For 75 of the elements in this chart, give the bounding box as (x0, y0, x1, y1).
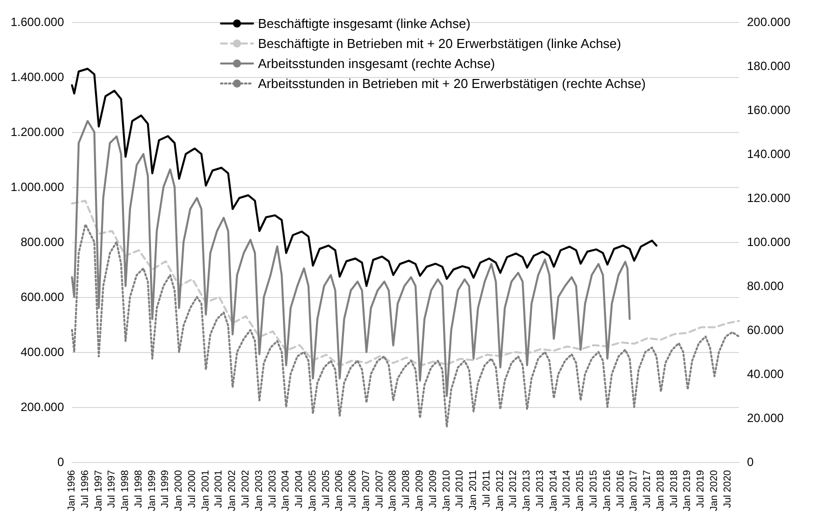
x-tick-label: Jul 2017 (642, 470, 654, 508)
x-tick-label: Jan 2001 (200, 470, 212, 512)
x-tick-label: Jul 2013 (534, 470, 546, 508)
y2-tick-label: 100.000 (747, 235, 791, 249)
y2-tick-label: 160.000 (747, 103, 791, 117)
x-tick-label: Jul 2010 (454, 470, 466, 508)
x-tick-label: Jan 2019 (682, 470, 694, 512)
x-tick-label: Jul 2012 (508, 470, 520, 508)
y2-tick-label: 120.000 (747, 191, 791, 205)
line-series (71, 200, 740, 367)
x-tick-label: Jul 1998 (133, 470, 144, 508)
x-tick-label: Jul 2003 (267, 470, 278, 508)
x-tick-label: Jul 2000 (186, 470, 198, 508)
y-tick-label: 1.000.000 (10, 180, 64, 194)
y-tick-label: 400.000 (20, 345, 64, 359)
legend-label: Beschäftigte in Betrieben mit + 20 Erwerbstätigen (linke Achse) (258, 36, 622, 51)
x-tick-label: Jan 2004 (280, 470, 292, 512)
x-tick-label: Jan 1999 (146, 470, 158, 512)
x-tick-label: Jul 2004 (294, 470, 306, 508)
x-tick-label: Jan 2012 (494, 470, 506, 512)
x-tick-label: Jan 2005 (307, 470, 318, 512)
x-tick-label: Jan 2014 (548, 470, 560, 512)
x-tick-label: Jul 2008 (401, 470, 412, 508)
y-tick-label: 1.200.000 (10, 125, 64, 139)
y2-tick-label: 140.000 (747, 147, 791, 161)
y-tick-label: 600.000 (20, 290, 64, 304)
x-tick-label: Jul 2002 (240, 470, 252, 508)
x-tick-label: Jan 2000 (174, 470, 185, 512)
y2-tick-label: 200.000 (747, 15, 791, 29)
x-tick-label: Jan 2017 (628, 470, 640, 512)
x-tick-label: Jul 2014 (562, 470, 573, 508)
x-tick-label: Jul 1996 (80, 470, 91, 508)
x-tick-label: Jan 1998 (120, 470, 132, 512)
x-tick-label: Jul 1999 (160, 470, 172, 508)
x-tick-label: Jan 2015 (575, 470, 586, 512)
x-tick-label: Jul 2009 (428, 470, 439, 508)
x-tick-label: Jan 2002 (227, 470, 238, 512)
legend-label: Arbeitsstunden in Betrieben mit + 20 Erwerbstätigen (rechte Achse) (258, 76, 646, 91)
x-tick-label: Jul 2015 (588, 470, 600, 508)
x-tick-label: Jan 1997 (93, 470, 104, 512)
x-tick-label: Jan 2010 (441, 470, 452, 512)
x-tick-label: Jan 2011 (468, 470, 480, 510)
legend-label: Beschäftigte insgesamt (linke Achse) (258, 16, 470, 31)
x-tick-label: Jul 2018 (668, 470, 680, 508)
y2-tick-label: 0 (747, 455, 754, 469)
legend-label: Arbeitsstunden insgesamt (rechte Achse) (258, 56, 496, 71)
y2-tick-label: 180.000 (747, 59, 791, 73)
y-tick-label: 1.600.000 (10, 15, 64, 29)
x-tick-label: Jan 2018 (655, 470, 666, 512)
x-tick-label: Jan 2006 (334, 470, 346, 512)
y-tick-label: 0 (57, 455, 64, 469)
y-tick-label: 200.000 (20, 400, 64, 414)
x-tick-label: Jul 2011 (481, 470, 492, 508)
x-tick-label: Jan 2020 (708, 470, 720, 512)
x-tick-label: Jan 2003 (254, 470, 265, 512)
x-tick-label: Jan 2008 (388, 470, 399, 512)
x-tick-label: Jul 2007 (374, 470, 386, 508)
x-tick-label: Jul 2016 (615, 470, 626, 508)
y2-tick-label: 40.000 (747, 367, 784, 381)
x-tick-label: Jul 2019 (696, 470, 707, 508)
y-tick-label: 1.400.000 (10, 70, 64, 84)
y2-tick-label: 80.000 (747, 279, 784, 293)
x-tick-label: Jan 2013 (522, 470, 533, 512)
x-tick-label: Jul 1997 (106, 470, 118, 508)
x-tick-label: Jul 2005 (320, 470, 332, 508)
y-tick-label: 800.000 (20, 235, 64, 249)
x-tick-label: Jan 2016 (602, 470, 613, 512)
x-tick-label: Jan 2007 (360, 470, 372, 512)
y2-tick-label: 60.000 (747, 323, 784, 337)
y2-tick-label: 20.000 (747, 411, 784, 425)
x-tick-label: Jul 2006 (348, 470, 359, 508)
x-tick-label: Jul 2020 (722, 470, 734, 508)
x-tick-label: Jan 1996 (66, 470, 78, 512)
x-tick-label: Jan 2009 (414, 470, 426, 512)
x-tick-label: Jul 2001 (214, 470, 225, 508)
